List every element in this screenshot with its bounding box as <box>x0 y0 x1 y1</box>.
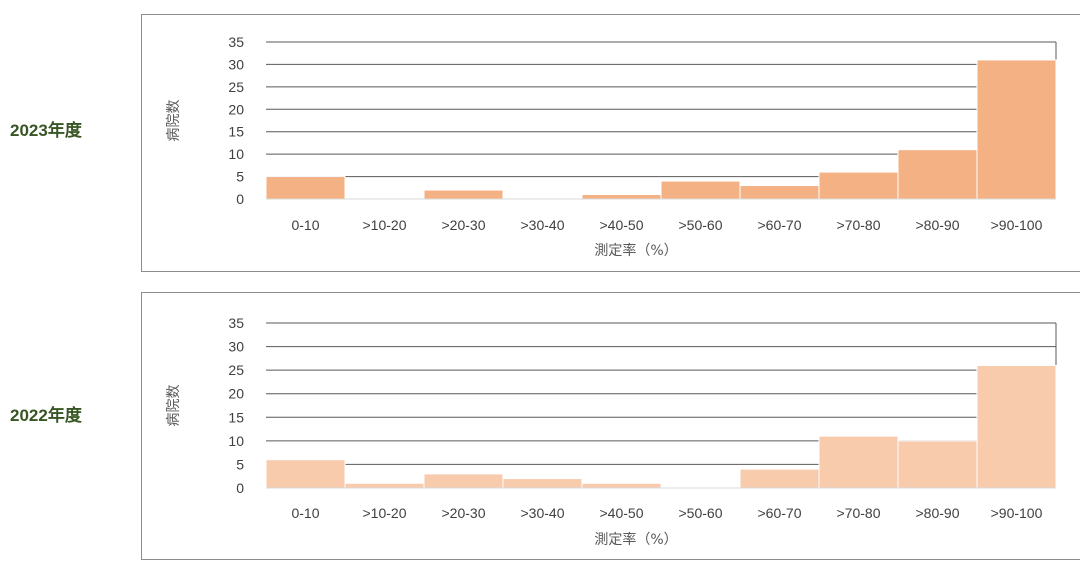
x-tick-label: 0-10 <box>291 505 319 521</box>
bar <box>739 468 820 489</box>
x-tick-label: >80-90 <box>916 217 960 233</box>
histogram-2023: 0 5 10 15 20 25 30 35 0-10 >10-20 >20-30 >30-40 >40-… <box>166 34 1057 259</box>
x-tick-label: >80-90 <box>916 505 960 521</box>
y-tick-label: 35 <box>228 315 244 331</box>
bar <box>897 440 978 489</box>
x-tick-label: >70-80 <box>837 505 881 521</box>
y-tick-label: 5 <box>236 169 244 185</box>
y-tick-label: 30 <box>228 56 244 72</box>
bar <box>976 59 1057 200</box>
x-tick-label: >20-30 <box>442 217 486 233</box>
y-tick-label: 15 <box>228 409 244 425</box>
x-tick-label: >60-70 <box>758 217 802 233</box>
histogram-2022: 0 5 10 15 20 25 30 35 0-10 >10-20 >20-30 >30-40 >40-… <box>166 315 1057 548</box>
y-tick-label: 10 <box>228 146 244 162</box>
x-tick-label: >40-50 <box>600 505 644 521</box>
y-tick-label: 0 <box>236 480 244 496</box>
y-tick-label: 15 <box>228 124 244 140</box>
y-tick-label: 10 <box>228 433 244 449</box>
bar <box>818 435 899 489</box>
x-tick-label: >30-40 <box>521 217 565 233</box>
bar <box>344 482 425 489</box>
x-tick-label: >90-100 <box>991 505 1043 521</box>
bar <box>423 189 504 200</box>
x-tick-label: >50-60 <box>679 217 723 233</box>
bar <box>502 478 583 489</box>
bar <box>581 194 662 200</box>
y-tick-label: 5 <box>236 456 244 472</box>
x-tick-label: >10-20 <box>363 217 407 233</box>
x-tick-label: >20-30 <box>442 505 486 521</box>
x-tick-label: >70-80 <box>837 217 881 233</box>
x-tick-label: >30-40 <box>521 505 565 521</box>
x-tick-label: 0-10 <box>291 217 319 233</box>
bar <box>265 176 346 200</box>
bar <box>423 473 504 489</box>
y-axis-title: 病院数 <box>166 100 182 142</box>
y-tick-label: 20 <box>228 386 244 402</box>
x-tick-label: >10-20 <box>363 505 407 521</box>
bar <box>265 459 346 489</box>
bar <box>739 185 820 200</box>
bar <box>818 171 899 200</box>
y-tick-label: 0 <box>236 191 244 207</box>
x-axis-title: 測定率（%） <box>594 242 677 259</box>
y-tick-label: 35 <box>228 34 244 50</box>
bar <box>897 149 978 200</box>
x-axis-title: 測定率（%） <box>594 531 677 548</box>
year-label-2023: 2023年度 <box>10 121 82 140</box>
x-tick-label: >90-100 <box>991 217 1043 233</box>
y-axis-title: 病院数 <box>166 385 182 427</box>
chart-panel-2023: 0 5 10 15 20 25 30 35 0-10 >10-20 >20-30 >30-40 >40-… <box>141 14 1080 272</box>
chart-panel-2022: 0 5 10 15 20 25 30 35 0-10 >10-20 >20-30 >30-40 >40-… <box>141 292 1080 560</box>
bar <box>581 482 662 489</box>
year-label-2022: 2022年度 <box>10 406 82 425</box>
x-tick-label: >50-60 <box>679 505 723 521</box>
y-tick-label: 25 <box>228 362 244 378</box>
y-tick-label: 20 <box>228 101 244 117</box>
x-tick-label: >60-70 <box>758 505 802 521</box>
y-tick-label: 30 <box>228 339 244 355</box>
y-tick-label: 25 <box>228 79 244 95</box>
bar <box>976 364 1057 489</box>
bar <box>660 180 741 200</box>
x-tick-label: >40-50 <box>600 217 644 233</box>
